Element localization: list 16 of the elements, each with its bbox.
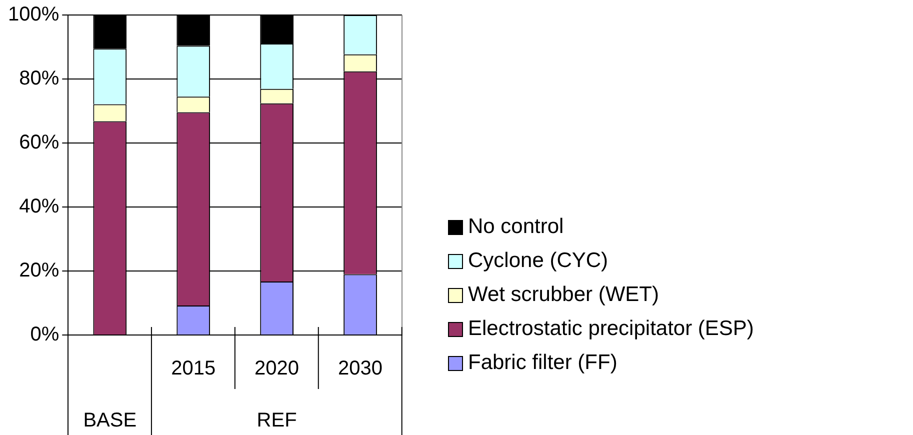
x-tick-label: 2020 <box>254 358 300 380</box>
legend-label: Fabric filter (FF) <box>468 351 618 375</box>
y-tick-label: 80% <box>19 68 60 90</box>
legend-label: No control <box>468 215 564 239</box>
y-tick-label: 60% <box>19 132 60 154</box>
y-tick-label: 40% <box>19 196 60 218</box>
legend-label: Cyclone (CYC) <box>468 249 608 273</box>
y-tick-label: 20% <box>19 260 60 282</box>
legend-label: Wet scrubber (WET) <box>468 283 659 307</box>
text: REF <box>256 410 297 432</box>
legend-label: Electrostatic precipitator (ESP) <box>468 317 754 341</box>
y-tick-label: 0% <box>30 324 60 346</box>
x-tick-label: 2030 <box>338 358 383 380</box>
y-tick-label: 100% <box>8 4 60 26</box>
text: BASE <box>83 410 137 432</box>
x-tick-label: 2015 <box>171 358 216 380</box>
